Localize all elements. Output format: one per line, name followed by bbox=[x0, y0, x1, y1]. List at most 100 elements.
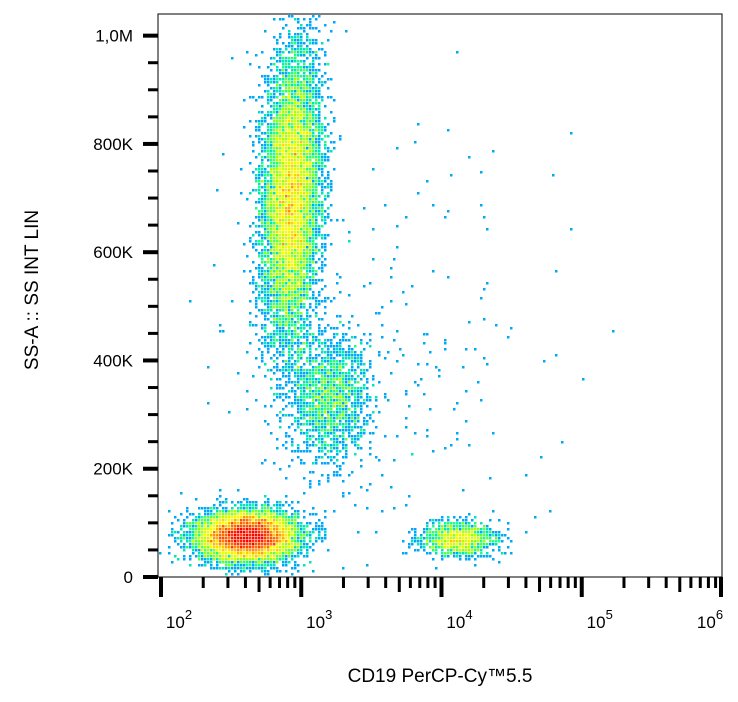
density-cell bbox=[303, 534, 306, 537]
density-cell bbox=[270, 177, 273, 180]
density-cell bbox=[294, 108, 297, 111]
density-cell bbox=[402, 552, 405, 555]
density-cell bbox=[444, 528, 447, 531]
density-cell bbox=[372, 375, 375, 378]
density-cell bbox=[258, 270, 261, 273]
density-cell bbox=[261, 504, 264, 507]
density-cell bbox=[339, 465, 342, 468]
density-cell bbox=[216, 516, 219, 519]
density-cell bbox=[291, 552, 294, 555]
density-cell bbox=[297, 534, 300, 537]
density-cell bbox=[339, 429, 342, 432]
density-cell bbox=[312, 267, 315, 270]
density-cell bbox=[180, 492, 183, 495]
density-cell bbox=[324, 423, 327, 426]
density-cell bbox=[342, 423, 345, 426]
density-cell bbox=[390, 372, 393, 375]
density-cell bbox=[465, 519, 468, 522]
density-cell bbox=[321, 270, 324, 273]
density-cell bbox=[369, 339, 372, 342]
density-cell bbox=[330, 204, 333, 207]
density-cell bbox=[222, 519, 225, 522]
density-cell bbox=[435, 540, 438, 543]
density-cell bbox=[267, 141, 270, 144]
density-cell bbox=[249, 135, 252, 138]
density-cell bbox=[279, 225, 282, 228]
density-cell bbox=[315, 540, 318, 543]
density-cell bbox=[309, 369, 312, 372]
density-cell bbox=[252, 546, 255, 549]
density-cell bbox=[267, 150, 270, 153]
density-cell bbox=[270, 558, 273, 561]
density-cell bbox=[309, 264, 312, 267]
density-cell bbox=[339, 396, 342, 399]
density-cell bbox=[219, 567, 222, 570]
density-cell bbox=[285, 228, 288, 231]
density-cell bbox=[279, 228, 282, 231]
density-cell bbox=[216, 549, 219, 552]
density-cell bbox=[288, 426, 291, 429]
density-cell bbox=[210, 543, 213, 546]
density-cell bbox=[261, 210, 264, 213]
density-cell bbox=[210, 540, 213, 543]
density-cell bbox=[159, 552, 162, 555]
density-cell bbox=[420, 543, 423, 546]
density-cell bbox=[249, 531, 252, 534]
density-cell bbox=[333, 402, 336, 405]
density-cell bbox=[288, 111, 291, 114]
density-cell bbox=[351, 336, 354, 339]
density-cell bbox=[285, 201, 288, 204]
density-cell bbox=[306, 111, 309, 114]
density-cell bbox=[228, 513, 231, 516]
density-cell bbox=[318, 57, 321, 60]
density-cell bbox=[303, 54, 306, 57]
density-cell bbox=[276, 168, 279, 171]
density-cell bbox=[492, 558, 495, 561]
density-cell bbox=[270, 333, 273, 336]
density-cell bbox=[321, 288, 324, 291]
density-cell bbox=[213, 507, 216, 510]
density-cell bbox=[282, 336, 285, 339]
density-cell bbox=[312, 378, 315, 381]
density-cell bbox=[339, 402, 342, 405]
density-cell bbox=[297, 249, 300, 252]
density-cell bbox=[291, 183, 294, 186]
density-cell bbox=[306, 45, 309, 48]
density-cell bbox=[333, 168, 336, 171]
density-cell bbox=[288, 84, 291, 87]
density-cell bbox=[318, 201, 321, 204]
density-cell bbox=[276, 558, 279, 561]
density-cell bbox=[201, 525, 204, 528]
density-cell bbox=[315, 204, 318, 207]
density-cell bbox=[264, 195, 267, 198]
density-cell bbox=[333, 456, 336, 459]
density-cell bbox=[318, 441, 321, 444]
density-cell bbox=[192, 513, 195, 516]
density-cell bbox=[318, 435, 321, 438]
density-cell bbox=[228, 570, 231, 573]
density-cell bbox=[273, 297, 276, 300]
density-cell bbox=[291, 507, 294, 510]
density-cell bbox=[372, 258, 375, 261]
density-cell bbox=[279, 282, 282, 285]
density-cell bbox=[273, 135, 276, 138]
density-cell bbox=[306, 522, 309, 525]
density-cell bbox=[330, 384, 333, 387]
density-cell bbox=[303, 417, 306, 420]
density-cell bbox=[279, 507, 282, 510]
density-cell bbox=[195, 546, 198, 549]
density-cell bbox=[330, 405, 333, 408]
density-cell bbox=[468, 444, 471, 447]
density-cell bbox=[318, 132, 321, 135]
density-cell bbox=[258, 252, 261, 255]
density-cell bbox=[297, 540, 300, 543]
density-cell bbox=[291, 42, 294, 45]
density-cell bbox=[267, 303, 270, 306]
density-cell bbox=[282, 105, 285, 108]
density-cell bbox=[219, 528, 222, 531]
density-cell bbox=[339, 441, 342, 444]
density-cell bbox=[309, 153, 312, 156]
density-cell bbox=[270, 291, 273, 294]
density-cell bbox=[306, 420, 309, 423]
density-cell bbox=[273, 282, 276, 285]
